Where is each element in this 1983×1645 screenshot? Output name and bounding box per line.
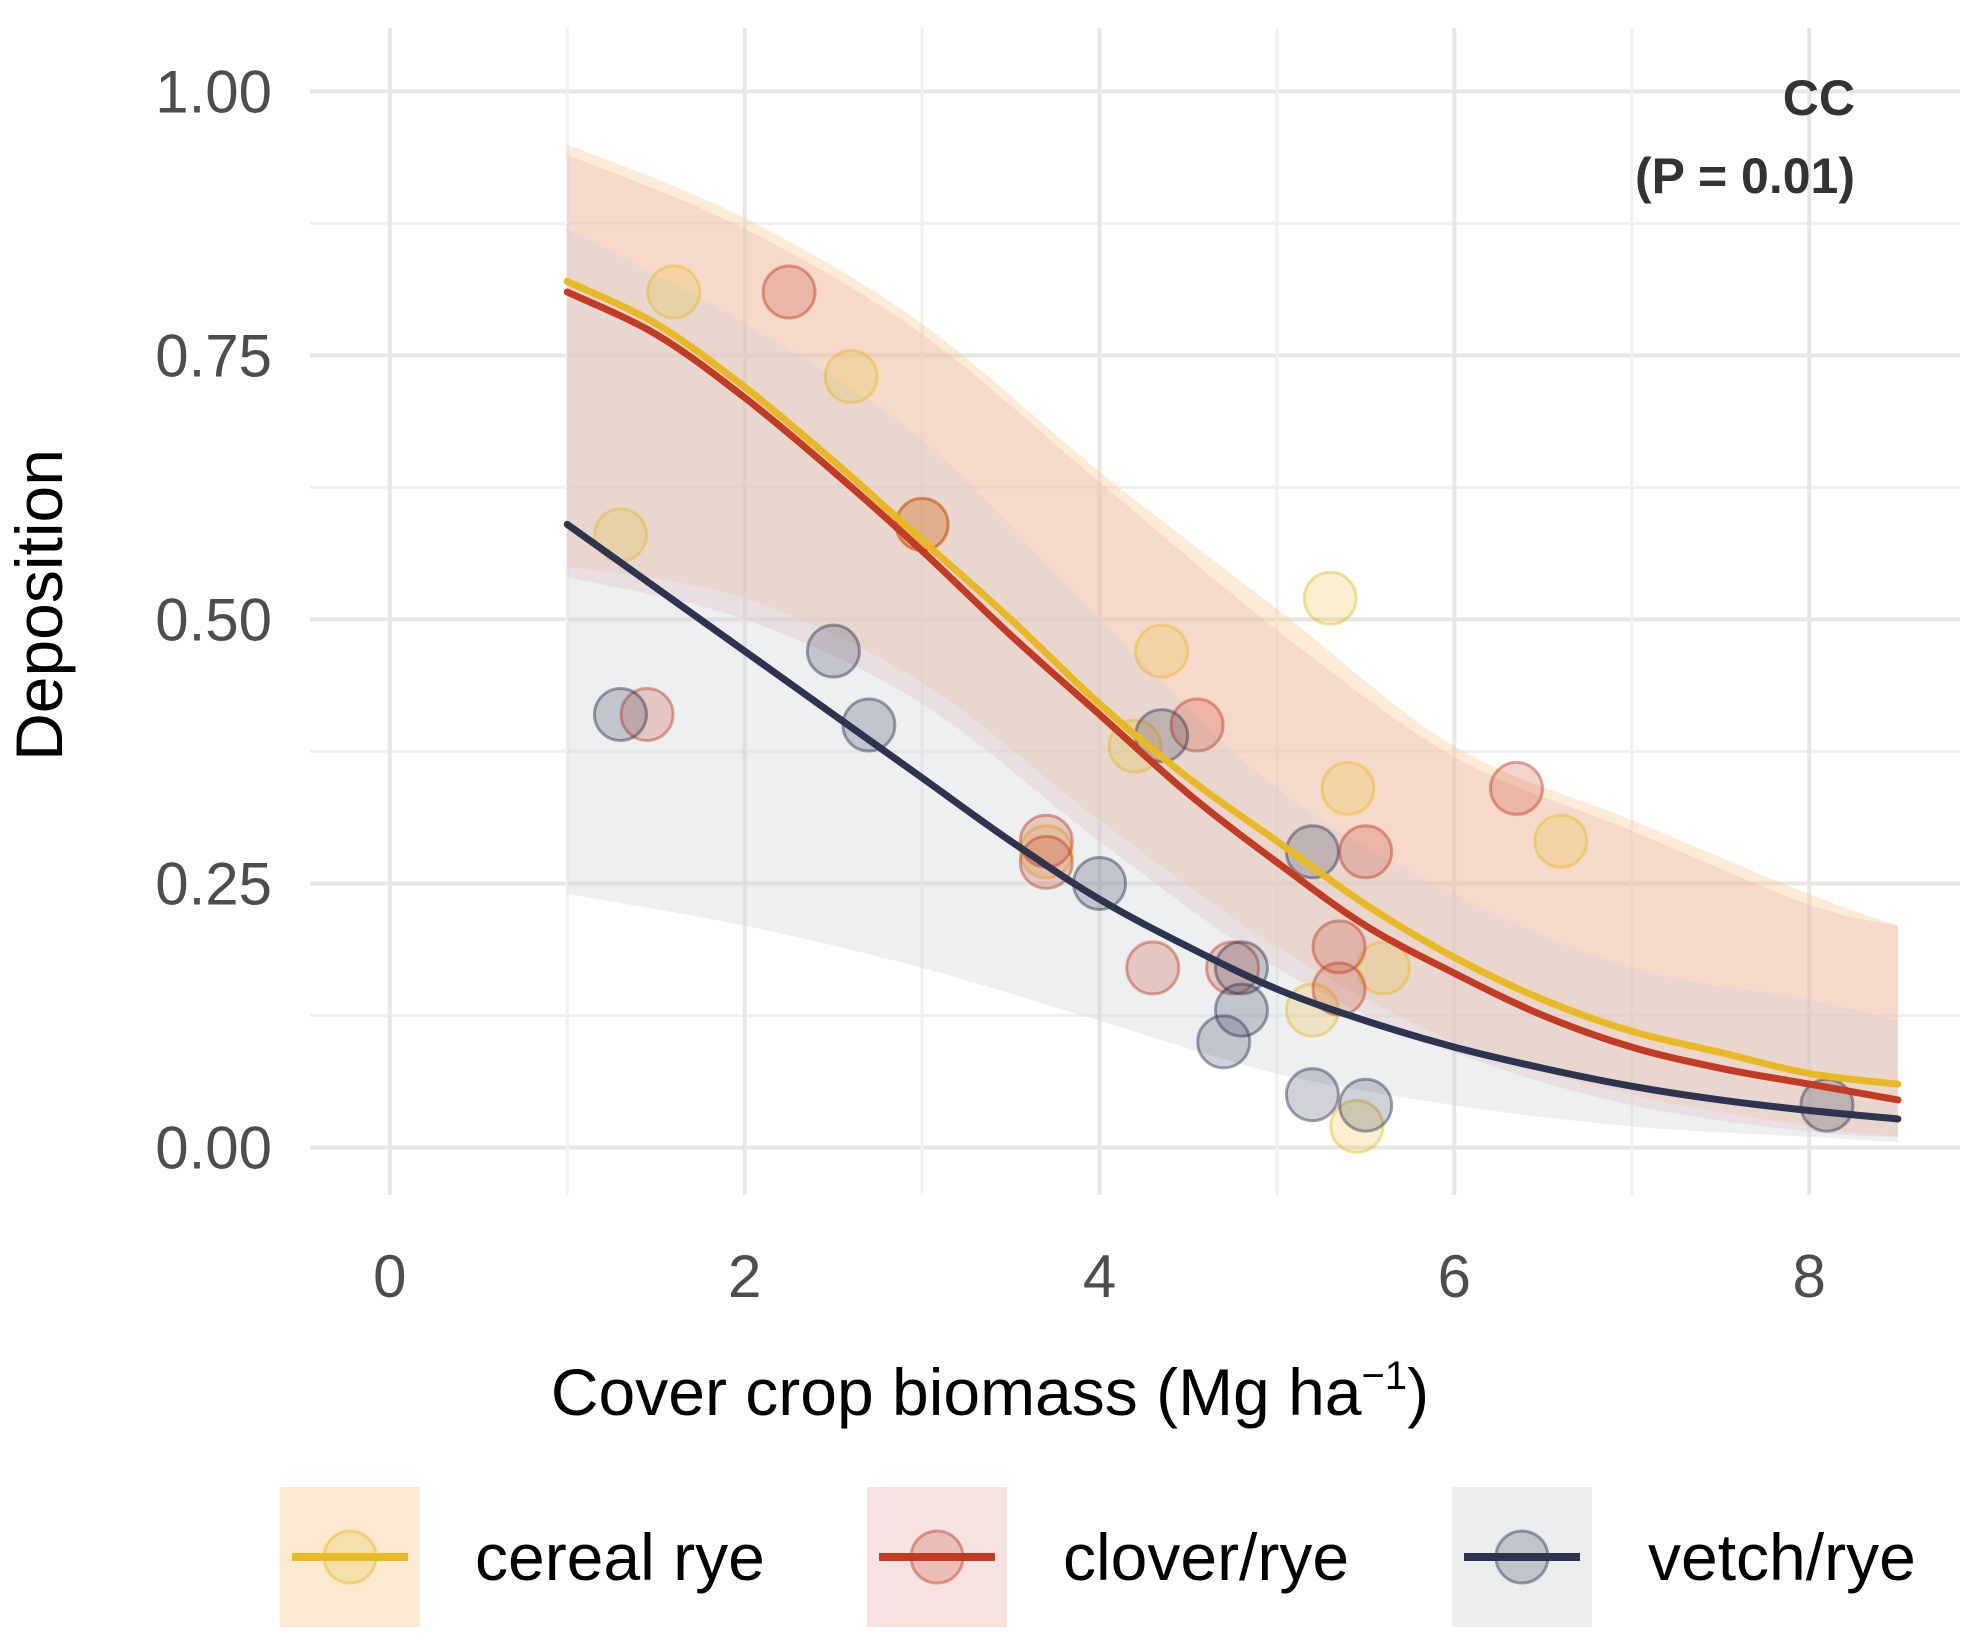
y-tick-label: 0.25: [155, 850, 272, 917]
y-tick-label: 1.00: [155, 58, 272, 125]
legend-item-cereal-rye: cereal rye: [280, 1487, 765, 1627]
annotation-p-value: (P = 0.01): [1635, 148, 1855, 204]
point-clover-rye: [761, 264, 817, 320]
y-tick-label: 0.50: [155, 586, 272, 653]
point-cereal-rye: [646, 264, 702, 320]
point-clover-rye: [619, 686, 675, 742]
fit-line-cereal-rye: [563, 277, 1902, 1088]
point-vetch-rye: [1284, 1067, 1340, 1123]
grid: [310, 28, 1960, 1195]
point-vetch-rye: [805, 623, 861, 679]
x-axis-title-superscript: −1: [1362, 1354, 1408, 1398]
x-tick-label: 6: [1438, 1243, 1471, 1310]
confidence-bands: [567, 144, 1898, 1143]
legend-item-clover-rye: clover/rye: [867, 1487, 1349, 1627]
legend-label: clover/rye: [1063, 1520, 1349, 1594]
x-tick-label: 0: [373, 1243, 406, 1310]
legend: cereal rye clover/rye vetch/rye: [280, 1487, 1916, 1627]
point-vetch-rye: [1196, 1014, 1252, 1070]
x-tick-label: 8: [1793, 1243, 1826, 1310]
y-tick-label: 0.75: [155, 322, 272, 389]
band-vetch-rye: [567, 228, 1898, 1143]
point-cereal-rye: [823, 349, 879, 405]
point-vetch-rye: [1213, 982, 1269, 1038]
point-cereal-rye: [1302, 570, 1358, 626]
fit-line-clover-rye: [563, 288, 1902, 1104]
band-cereal-rye: [567, 144, 1898, 1137]
x-axis-title-close: ): [1407, 1355, 1429, 1429]
point-cereal-rye: [1134, 623, 1190, 679]
x-tick-label: 4: [1083, 1243, 1116, 1310]
point-cereal-rye: [1329, 1098, 1385, 1154]
point-cereal-rye: [1355, 940, 1411, 996]
tick-labels: 0.00 0.25 0.50 0.75 1.00 0 2 4 6 8: [155, 58, 1826, 1310]
fit-line-vetch-rye: [563, 520, 1902, 1123]
point-clover-rye: [1125, 940, 1181, 996]
point-clover-rye: [1311, 919, 1367, 975]
point-clover-rye: [1169, 697, 1225, 753]
point-clover-rye: [1488, 760, 1544, 816]
x-axis-title: Cover crop biomass (Mg ha−1): [551, 1354, 1429, 1429]
point-cereal-rye: [1320, 760, 1376, 816]
point-vetch-rye: [592, 686, 648, 742]
point-clover-rye: [1338, 824, 1394, 880]
legend-item-vetch-rye: vetch/rye: [1452, 1487, 1916, 1627]
legend-label: cereal rye: [475, 1520, 765, 1594]
fit-lines: [563, 277, 1902, 1123]
data-points: [592, 264, 1855, 1154]
point-vetch-rye: [1338, 1077, 1394, 1133]
point-cereal-rye: [1533, 813, 1589, 869]
legend-label: vetch/rye: [1648, 1520, 1916, 1594]
x-tick-label: 2: [728, 1243, 761, 1310]
x-axis-title-main: Cover crop biomass (Mg ha: [551, 1355, 1362, 1429]
annotation-cc: CC: [1783, 70, 1855, 126]
y-axis-title: Deposition: [2, 449, 76, 761]
point-clover-rye: [1018, 813, 1074, 869]
y-tick-label: 0.00: [155, 1114, 272, 1181]
band-clover-rye: [567, 154, 1898, 1137]
